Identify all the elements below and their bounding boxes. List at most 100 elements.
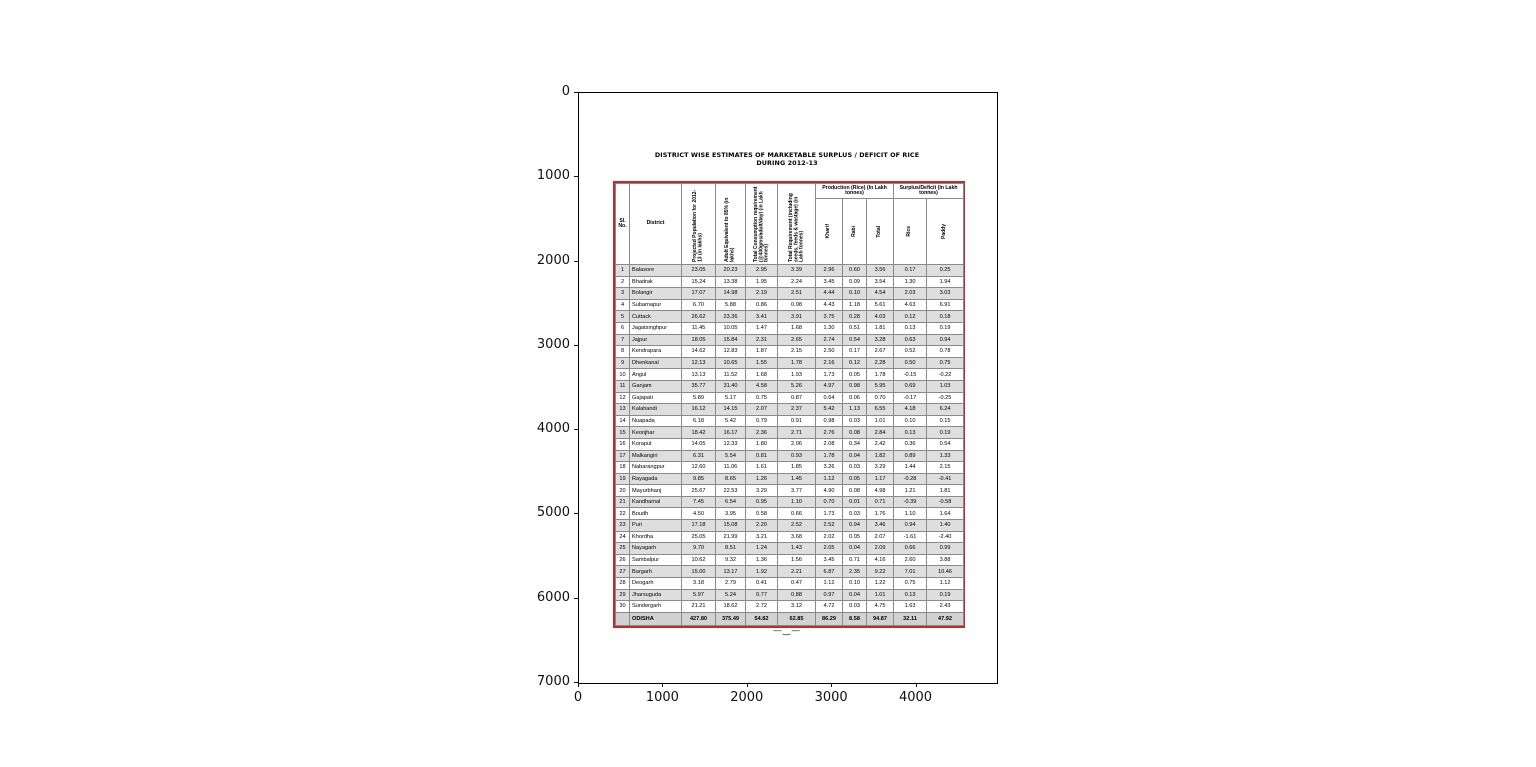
value-cell: 1.56 [777,553,816,567]
value-cell: 23.36 [715,310,746,323]
value-cell: 2.71 [777,426,816,439]
sl-cell: 8 [615,345,630,358]
value-cell: 0.66 [777,507,816,521]
value-cell: 2.15 [926,461,965,474]
value-cell: 0.70 [865,391,895,405]
value-cell: 2.96 [815,264,843,277]
table-row: 1 Balasore 23.05 20.23 2.95 3.39 2.96 0.60 3.56 0… [615,264,965,277]
value-cell: 2.28 [865,356,895,370]
sl-cell: 13 [615,403,630,416]
y-axis-tick-label: 7000 [536,674,570,689]
value-cell: 8.51 [715,542,746,555]
x-axis-tick-mark [831,683,833,687]
value-cell: 0.10 [893,414,928,428]
value-cell: 1.63 [893,600,928,613]
document-title-line1: DISTRICT WISE ESTIMATES OF MARKETABLE SU… [654,151,920,159]
value-cell: 11.06 [715,461,746,474]
value-cell: -0.28 [893,472,928,486]
value-cell: 2.67 [865,345,895,358]
table-row: 11 Ganjam 35.77 31.40 4.58 5.26 4.97 0.98 5.95 0.… [615,379,965,393]
value-cell: 3.75 [815,310,843,323]
value-cell: 0.89 [893,449,928,463]
value-cell: -0.17 [893,391,928,405]
table-row: 3 Bolangir 17.07 14.98 2.19 2.51 4.44 0.10 4.54 2… [615,287,965,300]
value-cell: 3.28 [865,333,895,347]
district-cell: Bolangir [629,287,682,300]
table-row: 24 Khordha 25.05 21.99 3.21 3.68 2.02 0.05 2.07-… [615,530,965,544]
value-cell: 3.29 [865,461,895,474]
value-cell: 1.78 [815,449,843,463]
value-cell: 1.61 [745,461,778,474]
value-cell: 0.18 [926,310,965,323]
value-cell: 0.75 [926,356,965,370]
value-cell: 17.18 [681,519,716,532]
value-cell: -0.41 [926,472,965,486]
value-cell: 0.36 [893,437,928,451]
district-cell: Puri [629,519,682,532]
value-cell: 2.02 [815,530,843,544]
value-cell: 1.36 [745,553,778,567]
value-cell: 2.07 [745,403,778,416]
value-cell: 0.77 [745,588,778,602]
value-cell: 8.58 [842,611,867,626]
x-axis-tick-label: 2000 [730,690,764,705]
value-cell: 7.01 [893,565,928,579]
table-row: 5 Cuttack 26.62 23.36 3.41 3.91 3.75 0.28 4.03 0.… [615,310,965,323]
value-cell: 2.42 [865,437,895,451]
header-surplus-group: Surplus/Deficit (In Lakh tonnes) [893,183,965,199]
value-cell: 3.45 [815,275,843,289]
value-cell: 1.21 [893,484,928,497]
value-cell: 2.08 [815,437,843,451]
value-cell: -0.58 [926,495,965,509]
value-cell: 4.54 [865,287,895,300]
value-cell: 0.91 [777,414,816,428]
value-cell: 1.87 [745,345,778,358]
header-paddy: Paddy [926,198,965,265]
value-cell: 35.77 [681,379,716,393]
value-cell: 1.92 [745,565,778,579]
value-cell: 0.52 [893,345,928,358]
y-axis-tick-label: 1000 [536,168,570,184]
sl-cell: 12 [615,391,630,405]
y-axis-tick-mark [574,513,578,515]
y-axis-tick-mark [574,260,578,262]
value-cell: 2.60 [893,553,928,567]
value-cell: 1.13 [842,403,867,416]
table-row: 10 Angul 13.13 11.52 1.68 1.93 1.73 0.05 1.78 -0.… [615,368,965,381]
value-cell: 1.22 [865,577,895,590]
value-cell: 1.12 [926,577,965,590]
district-cell: Nuapada [629,414,682,428]
value-cell: 0.06 [842,391,867,405]
value-cell: 1.33 [926,449,965,463]
table-row: 12 Gajapati 5.89 5.17 0.75 0.87 0.64 0.06 0.70 -0… [615,391,965,405]
value-cell: 2.95 [745,264,778,277]
value-cell: 5.88 [715,298,746,312]
sl-cell: 19 [615,472,630,486]
value-cell: 1.82 [865,449,895,463]
value-cell: -0.25 [926,391,965,405]
value-cell: 14.62 [681,345,716,358]
value-cell: 47.92 [926,611,965,626]
district-cell: Ganjam [629,379,682,393]
value-cell: 0.86 [745,298,778,312]
district-cell: Malkangiri [629,449,682,463]
header-population: Projected Population for 2012-13 (in lak… [681,183,716,265]
value-cell: 11.45 [681,321,716,335]
value-cell: 1.95 [745,275,778,289]
y-axis-tick-mark [574,176,578,178]
value-cell: 4.03 [865,310,895,323]
value-cell: 0.01 [842,495,867,509]
value-cell: 427.80 [681,611,716,626]
district-cell: Bhadrak [629,275,682,289]
table-body: 1 Balasore 23.05 20.23 2.95 3.39 2.96 0.60 3.56 0… [615,264,965,626]
value-cell: 3.29 [745,484,778,497]
value-cell: 4.43 [815,298,843,312]
value-cell: 0.17 [893,264,928,277]
value-cell: 1.24 [745,542,778,555]
x-axis-tick-label: 3000 [814,690,848,705]
value-cell: 0.03 [842,461,867,474]
value-cell: 0.81 [745,449,778,463]
value-cell: 0.71 [842,553,867,567]
value-cell: 4.58 [745,379,778,393]
value-cell: 0.54 [842,333,867,347]
